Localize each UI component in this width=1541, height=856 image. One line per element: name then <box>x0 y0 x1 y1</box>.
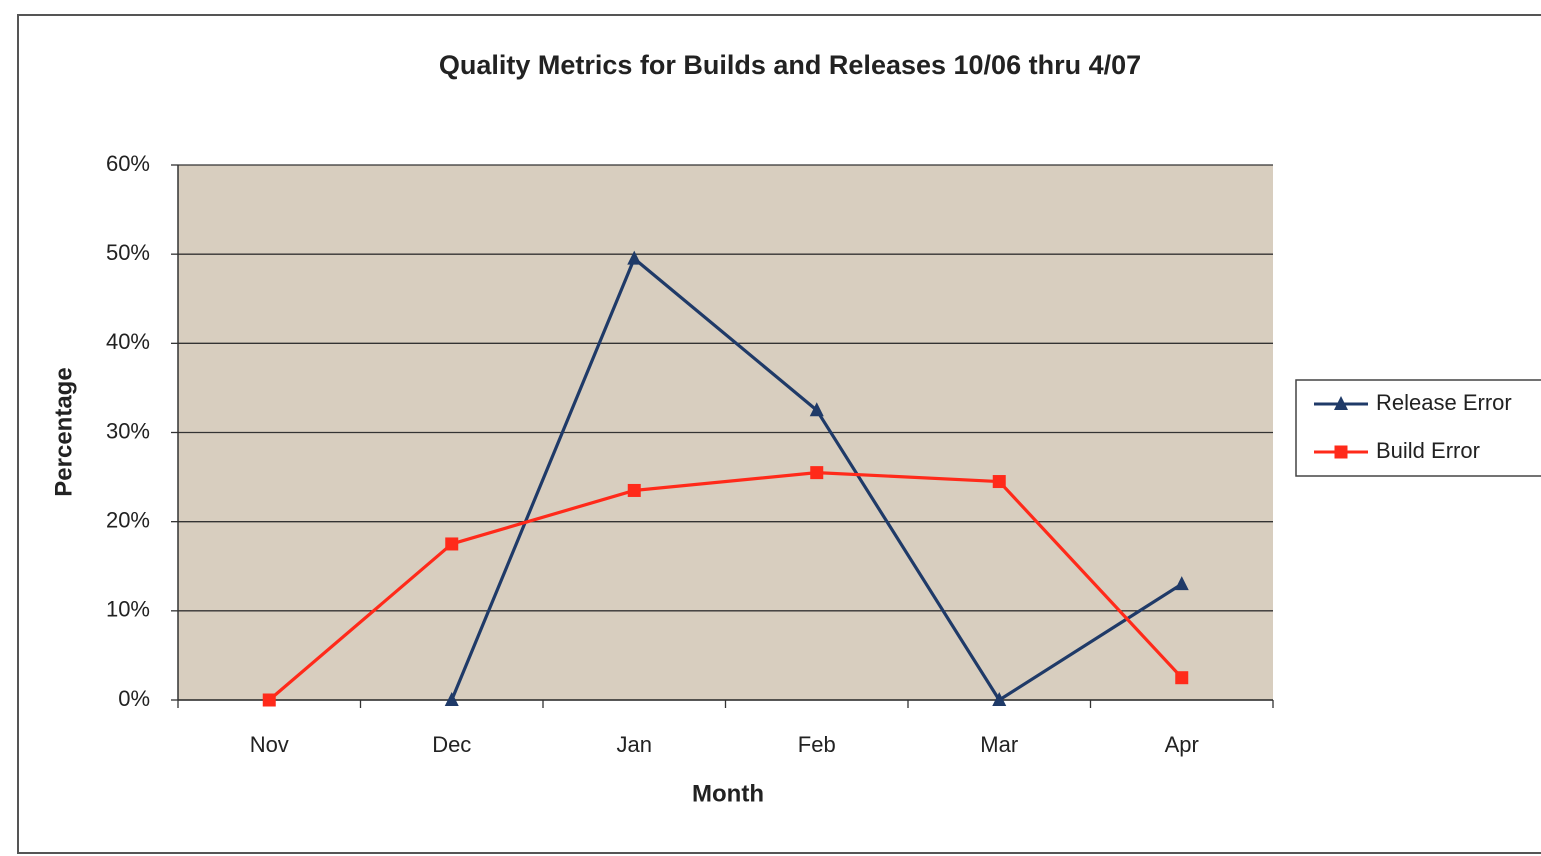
data-point <box>992 692 1007 706</box>
x-axis-title: Month <box>692 780 764 807</box>
x-tick-label: Mar <box>980 732 1018 757</box>
y-tick-label: 20% <box>106 507 150 532</box>
legend <box>1295 379 1541 477</box>
data-point <box>627 250 642 265</box>
legend-marker <box>1334 396 1348 410</box>
data-point <box>262 693 276 707</box>
legend-marker <box>1334 445 1348 459</box>
x-tick-label: Jan <box>617 732 652 757</box>
y-axis-title: Percentage <box>50 367 77 496</box>
x-tick-label: Dec <box>432 732 471 757</box>
data-point <box>810 466 824 480</box>
y-tick-label: 60% <box>106 151 150 176</box>
legend-label: Release Error <box>1376 390 1512 415</box>
x-tick-label: Nov <box>250 732 289 757</box>
chart-title: Quality Metrics for Builds and Releases … <box>439 50 1141 80</box>
data-point <box>627 483 641 497</box>
data-point <box>1174 576 1189 591</box>
data-point <box>1175 671 1189 685</box>
x-tick-label: Feb <box>798 732 836 757</box>
y-tick-label: 50% <box>106 240 150 265</box>
x-tick-label: Apr <box>1165 732 1199 757</box>
y-tick-label: 10% <box>106 597 150 622</box>
data-point <box>809 402 824 417</box>
series-line <box>268 471 1183 702</box>
data-point <box>444 692 459 706</box>
data-point <box>445 537 459 551</box>
data-point <box>992 475 1006 489</box>
legend-label: Build Error <box>1376 438 1480 463</box>
y-tick-label: 40% <box>106 329 150 354</box>
y-tick-label: 0% <box>118 686 150 711</box>
y-tick-label: 30% <box>106 418 150 443</box>
